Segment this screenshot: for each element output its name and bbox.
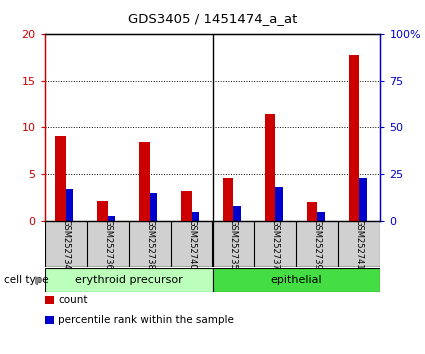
Bar — [360, 178, 367, 221]
Text: GSM252739: GSM252739 — [313, 219, 322, 270]
Text: GSM252736: GSM252736 — [103, 219, 112, 270]
Text: GSM252735: GSM252735 — [229, 219, 238, 270]
Bar — [233, 206, 241, 221]
Bar — [223, 178, 233, 221]
Bar — [45, 268, 212, 292]
Text: GDS3405 / 1451474_a_at: GDS3405 / 1451474_a_at — [128, 12, 297, 25]
Text: GSM252741: GSM252741 — [355, 219, 364, 270]
Bar — [349, 55, 360, 221]
Bar — [108, 216, 115, 221]
Bar — [97, 201, 108, 221]
Bar — [55, 136, 65, 221]
Bar — [317, 212, 325, 221]
Text: GSM252740: GSM252740 — [187, 219, 196, 270]
Bar — [139, 142, 150, 221]
Bar — [192, 212, 199, 221]
Text: GSM252738: GSM252738 — [145, 219, 154, 270]
Text: GSM252737: GSM252737 — [271, 219, 280, 270]
Bar — [150, 193, 157, 221]
Text: cell type: cell type — [4, 275, 49, 285]
Bar — [181, 191, 192, 221]
Bar — [65, 189, 73, 221]
Text: erythroid precursor: erythroid precursor — [75, 275, 182, 285]
Bar — [275, 188, 283, 221]
Text: ▶: ▶ — [35, 275, 43, 285]
Text: epithelial: epithelial — [271, 275, 322, 285]
Bar — [212, 268, 380, 292]
Text: count: count — [58, 295, 88, 305]
Bar — [307, 202, 317, 221]
Bar — [265, 114, 275, 221]
Text: percentile rank within the sample: percentile rank within the sample — [58, 315, 234, 325]
Text: GSM252734: GSM252734 — [61, 219, 70, 270]
